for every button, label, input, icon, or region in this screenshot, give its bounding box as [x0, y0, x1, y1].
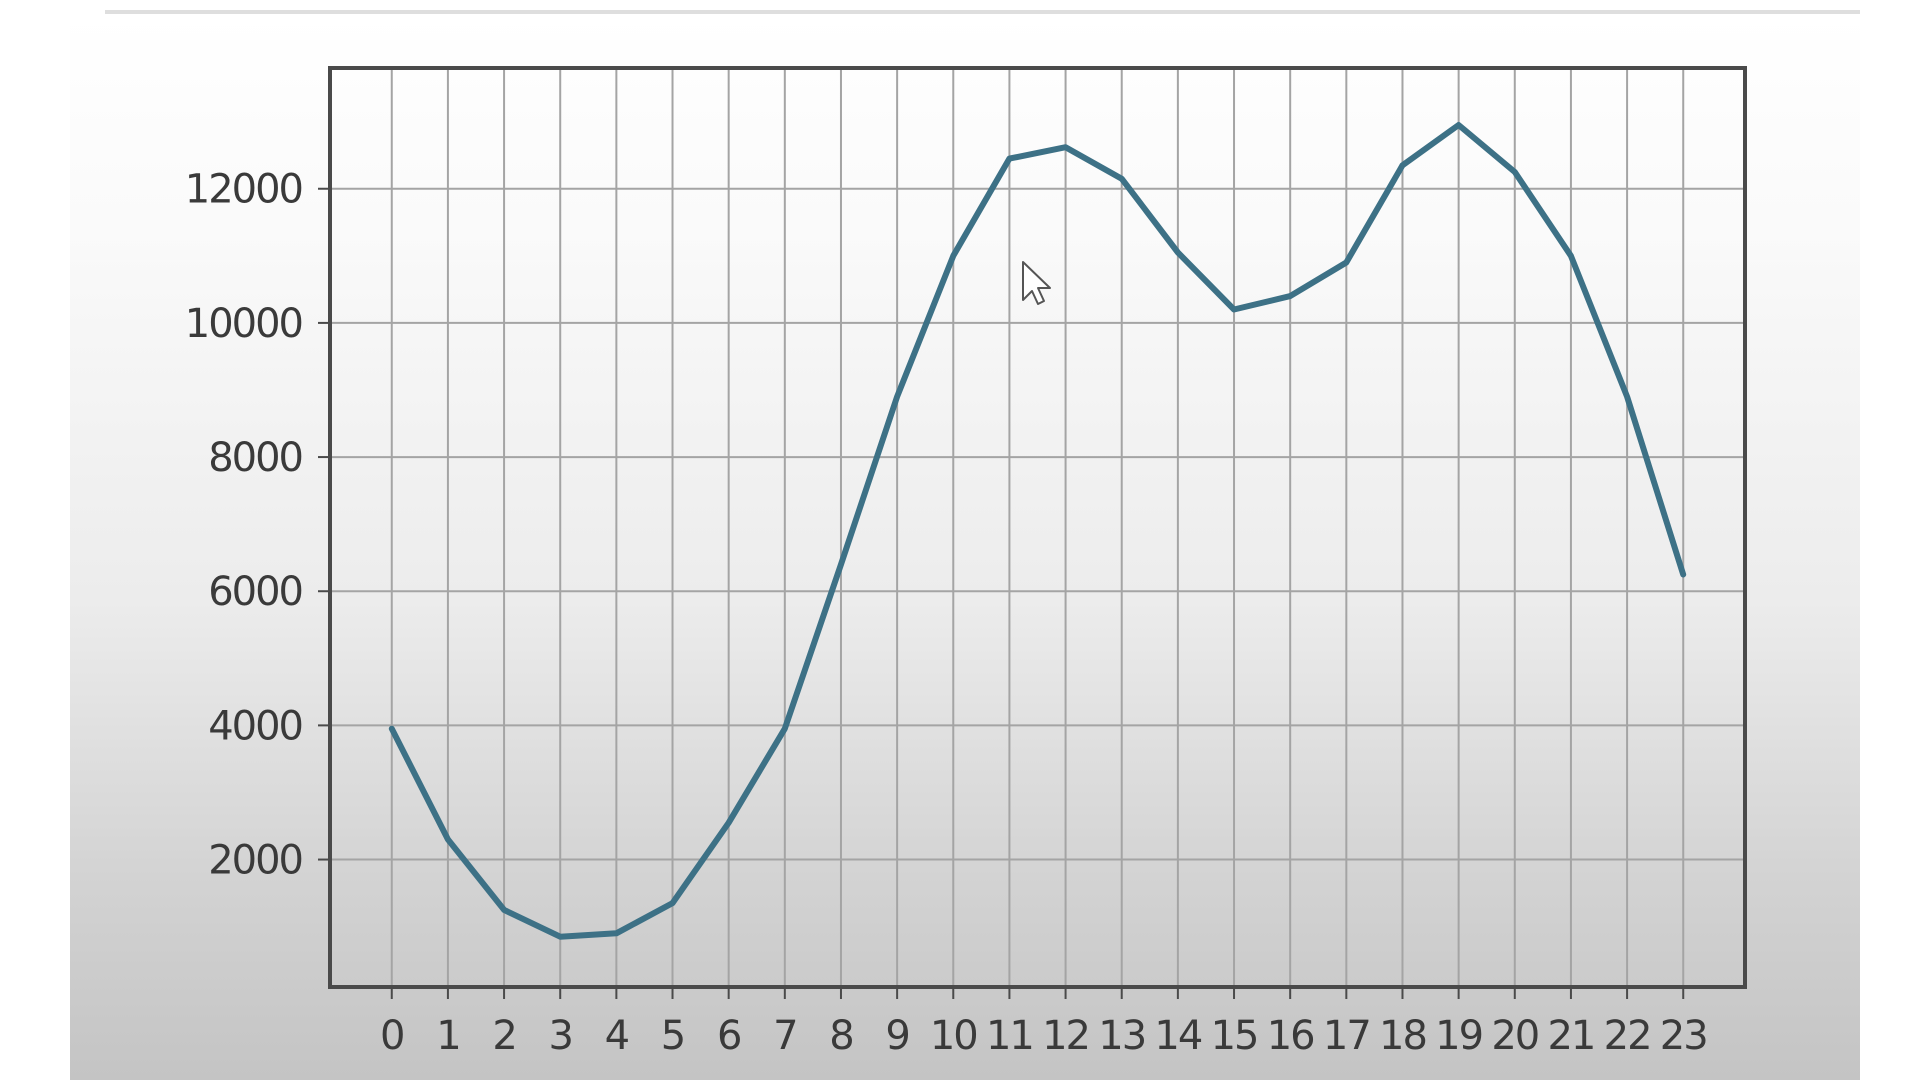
data-point — [1287, 293, 1293, 299]
x-tick-label: 20 — [1491, 1013, 1538, 1059]
x-tick-label: 6 — [717, 1013, 740, 1059]
x-tick-label: 5 — [661, 1013, 684, 1059]
data-point — [726, 820, 732, 826]
x-tick-label: 15 — [1211, 1013, 1258, 1059]
x-tick-label: 21 — [1547, 1013, 1594, 1059]
data-point — [613, 930, 619, 936]
data-point — [950, 253, 956, 259]
y-tick-label: 2000 — [208, 838, 302, 884]
x-tick-label: 19 — [1435, 1013, 1482, 1059]
x-tick-label: 14 — [1154, 1013, 1201, 1059]
x-tick-label: 12 — [1042, 1013, 1089, 1059]
x-tick-label: 8 — [829, 1013, 852, 1059]
x-tick-label: 10 — [930, 1013, 977, 1059]
y-tick-label: 4000 — [208, 703, 302, 749]
data-point — [1119, 176, 1125, 182]
x-tick-label: 23 — [1660, 1013, 1707, 1059]
y-tick-label: 8000 — [208, 435, 302, 481]
y-tick-label: 6000 — [208, 569, 302, 615]
x-tick-label: 3 — [548, 1013, 571, 1059]
x-tick-label: 16 — [1267, 1013, 1314, 1059]
data-point — [445, 836, 451, 842]
mouse-pointer-icon — [1022, 261, 1051, 305]
data-point — [557, 934, 563, 940]
data-point — [1006, 156, 1012, 162]
data-point — [838, 561, 844, 567]
x-tick-label: 4 — [605, 1013, 629, 1059]
series-layer — [388, 122, 1687, 940]
y-tick-label: 10000 — [185, 301, 302, 347]
data-point — [1680, 571, 1686, 577]
x-tick-label: 13 — [1098, 1013, 1145, 1059]
x-tick-label: 11 — [986, 1013, 1033, 1059]
x-tick-label: 9 — [885, 1013, 908, 1059]
data-point — [1456, 122, 1462, 128]
x-tick-label: 0 — [380, 1013, 403, 1059]
data-point — [1231, 306, 1237, 312]
y-tick-label: 12000 — [185, 167, 302, 213]
data-point — [1624, 394, 1630, 400]
data-point — [1343, 260, 1349, 266]
x-tick-label: 1 — [436, 1013, 459, 1059]
y-axis-ticks: 2000 4000 6000 8000 10000 12000 — [185, 167, 330, 884]
top-divider — [105, 10, 1860, 14]
x-tick-label: 7 — [773, 1013, 796, 1059]
x-tick-label: 17 — [1323, 1013, 1370, 1059]
data-point — [670, 900, 676, 906]
plot-area-frame — [328, 66, 1747, 989]
x-tick-label: 18 — [1379, 1013, 1426, 1059]
data-point — [1063, 144, 1069, 150]
data-point — [894, 394, 900, 400]
grid-lines — [330, 68, 1745, 987]
data-point — [501, 907, 507, 913]
chart-panel — [70, 14, 1860, 1080]
x-axis-ticks: 0 1 2 3 4 5 6 7 8 9 10 11 12 13 14 15 16 17 18 19 20 21 22 23 — [380, 987, 1709, 1059]
data-point — [389, 726, 395, 732]
data-point — [1175, 249, 1181, 255]
data-point — [1399, 162, 1405, 168]
x-tick-label: 2 — [492, 1013, 515, 1059]
data-point — [1512, 169, 1518, 175]
data-point — [1568, 253, 1574, 259]
series-line — [388, 122, 1687, 940]
data-points — [389, 122, 1686, 940]
x-tick-label: 22 — [1604, 1013, 1651, 1059]
data-point — [782, 726, 788, 732]
